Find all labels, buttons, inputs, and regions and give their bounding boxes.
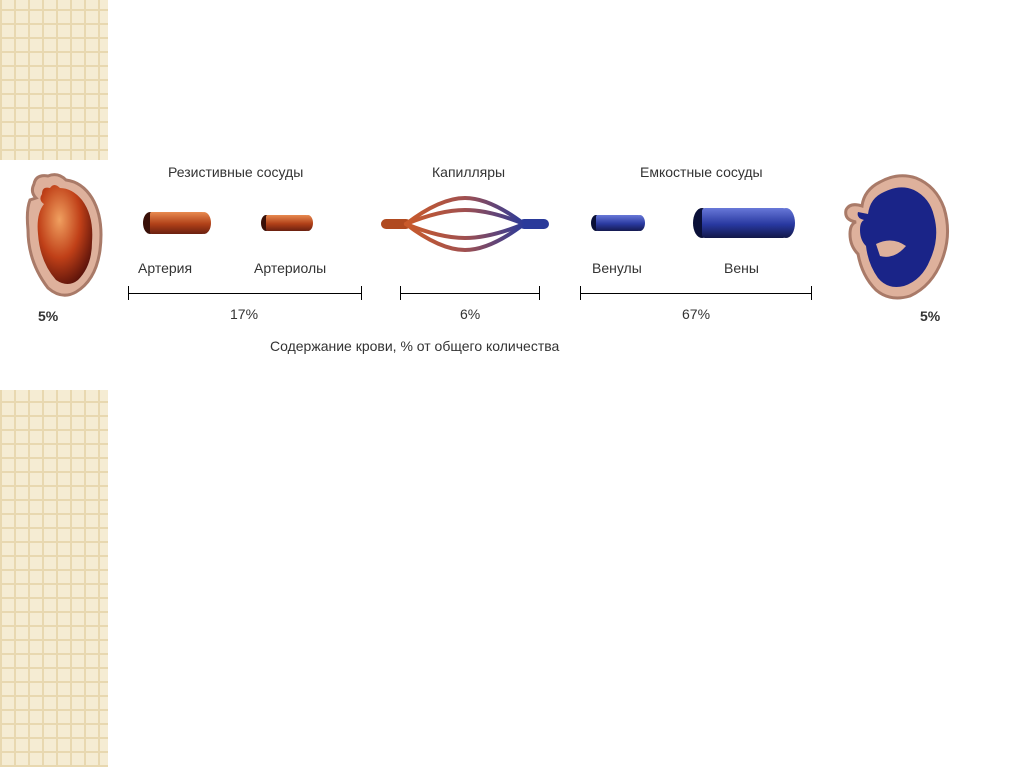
artery-label: Артерия [138,260,192,276]
bracket-resistive [128,286,362,300]
group-resistive-label: Резистивные сосуды [168,164,303,180]
group-capillaries-label: Капилляры [432,164,505,180]
blood-vessel-diagram: 5% Резистивные сосуды Капилляры Емкостны… [0,160,1024,390]
heart-left-pct: 5% [38,308,58,324]
pct-capillaries: 6% [460,306,480,322]
bracket-capacitive [580,286,812,300]
bracket-capillaries [400,286,540,300]
capillary-net-icon [380,192,550,256]
group-capacitive-label: Емкостные сосуды [640,164,763,180]
vein-icon [692,204,796,242]
pct-capacitive: 67% [682,306,710,322]
pct-resistive: 17% [230,306,258,322]
arteriole-icon [260,212,314,234]
vein-label: Вены [724,260,759,276]
artery-icon [142,208,212,238]
heart-right-pct: 5% [920,308,940,324]
arteriole-label: Артериолы [254,260,326,276]
venule-label: Венулы [592,260,642,276]
venule-icon [590,212,646,234]
heart-left-icon [18,170,118,300]
diagram-caption: Содержание крови, % от общего количества [270,338,559,354]
heart-right-icon [836,168,956,304]
